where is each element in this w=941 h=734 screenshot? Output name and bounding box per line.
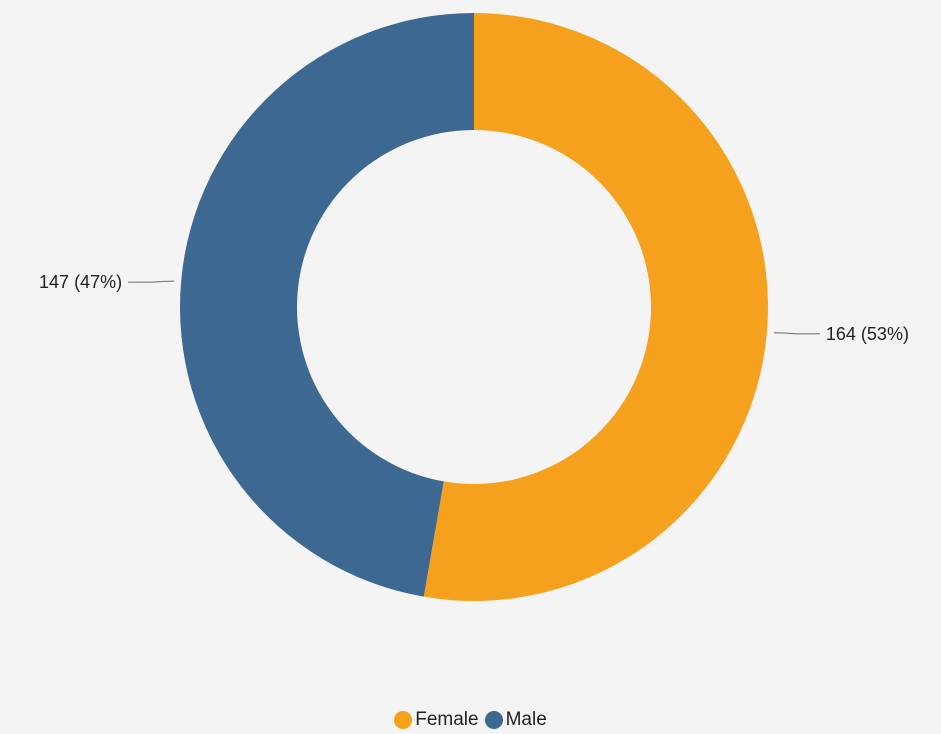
- donut-slices: [180, 13, 769, 602]
- legend-swatch-male: [484, 711, 503, 729]
- legend-label-male: Male: [505, 709, 547, 730]
- legend-label-female: Female: [415, 709, 479, 730]
- legend-item-female[interactable]: Female: [394, 709, 479, 731]
- slice-female[interactable]: [423, 13, 769, 602]
- leader-line-female: [773, 332, 820, 335]
- legend: Female Male: [0, 709, 941, 731]
- legend-item-male[interactable]: Male: [484, 709, 547, 731]
- leader-lines: [128, 280, 820, 335]
- slice-male[interactable]: [180, 13, 475, 597]
- legend-swatch-female: [394, 711, 413, 729]
- data-label-male: 147 (47%): [39, 272, 122, 292]
- data-label-female: 164 (53%): [826, 324, 909, 344]
- data-labels: 164 (53%) 147 (47%): [39, 272, 909, 344]
- leader-line-male: [128, 280, 175, 283]
